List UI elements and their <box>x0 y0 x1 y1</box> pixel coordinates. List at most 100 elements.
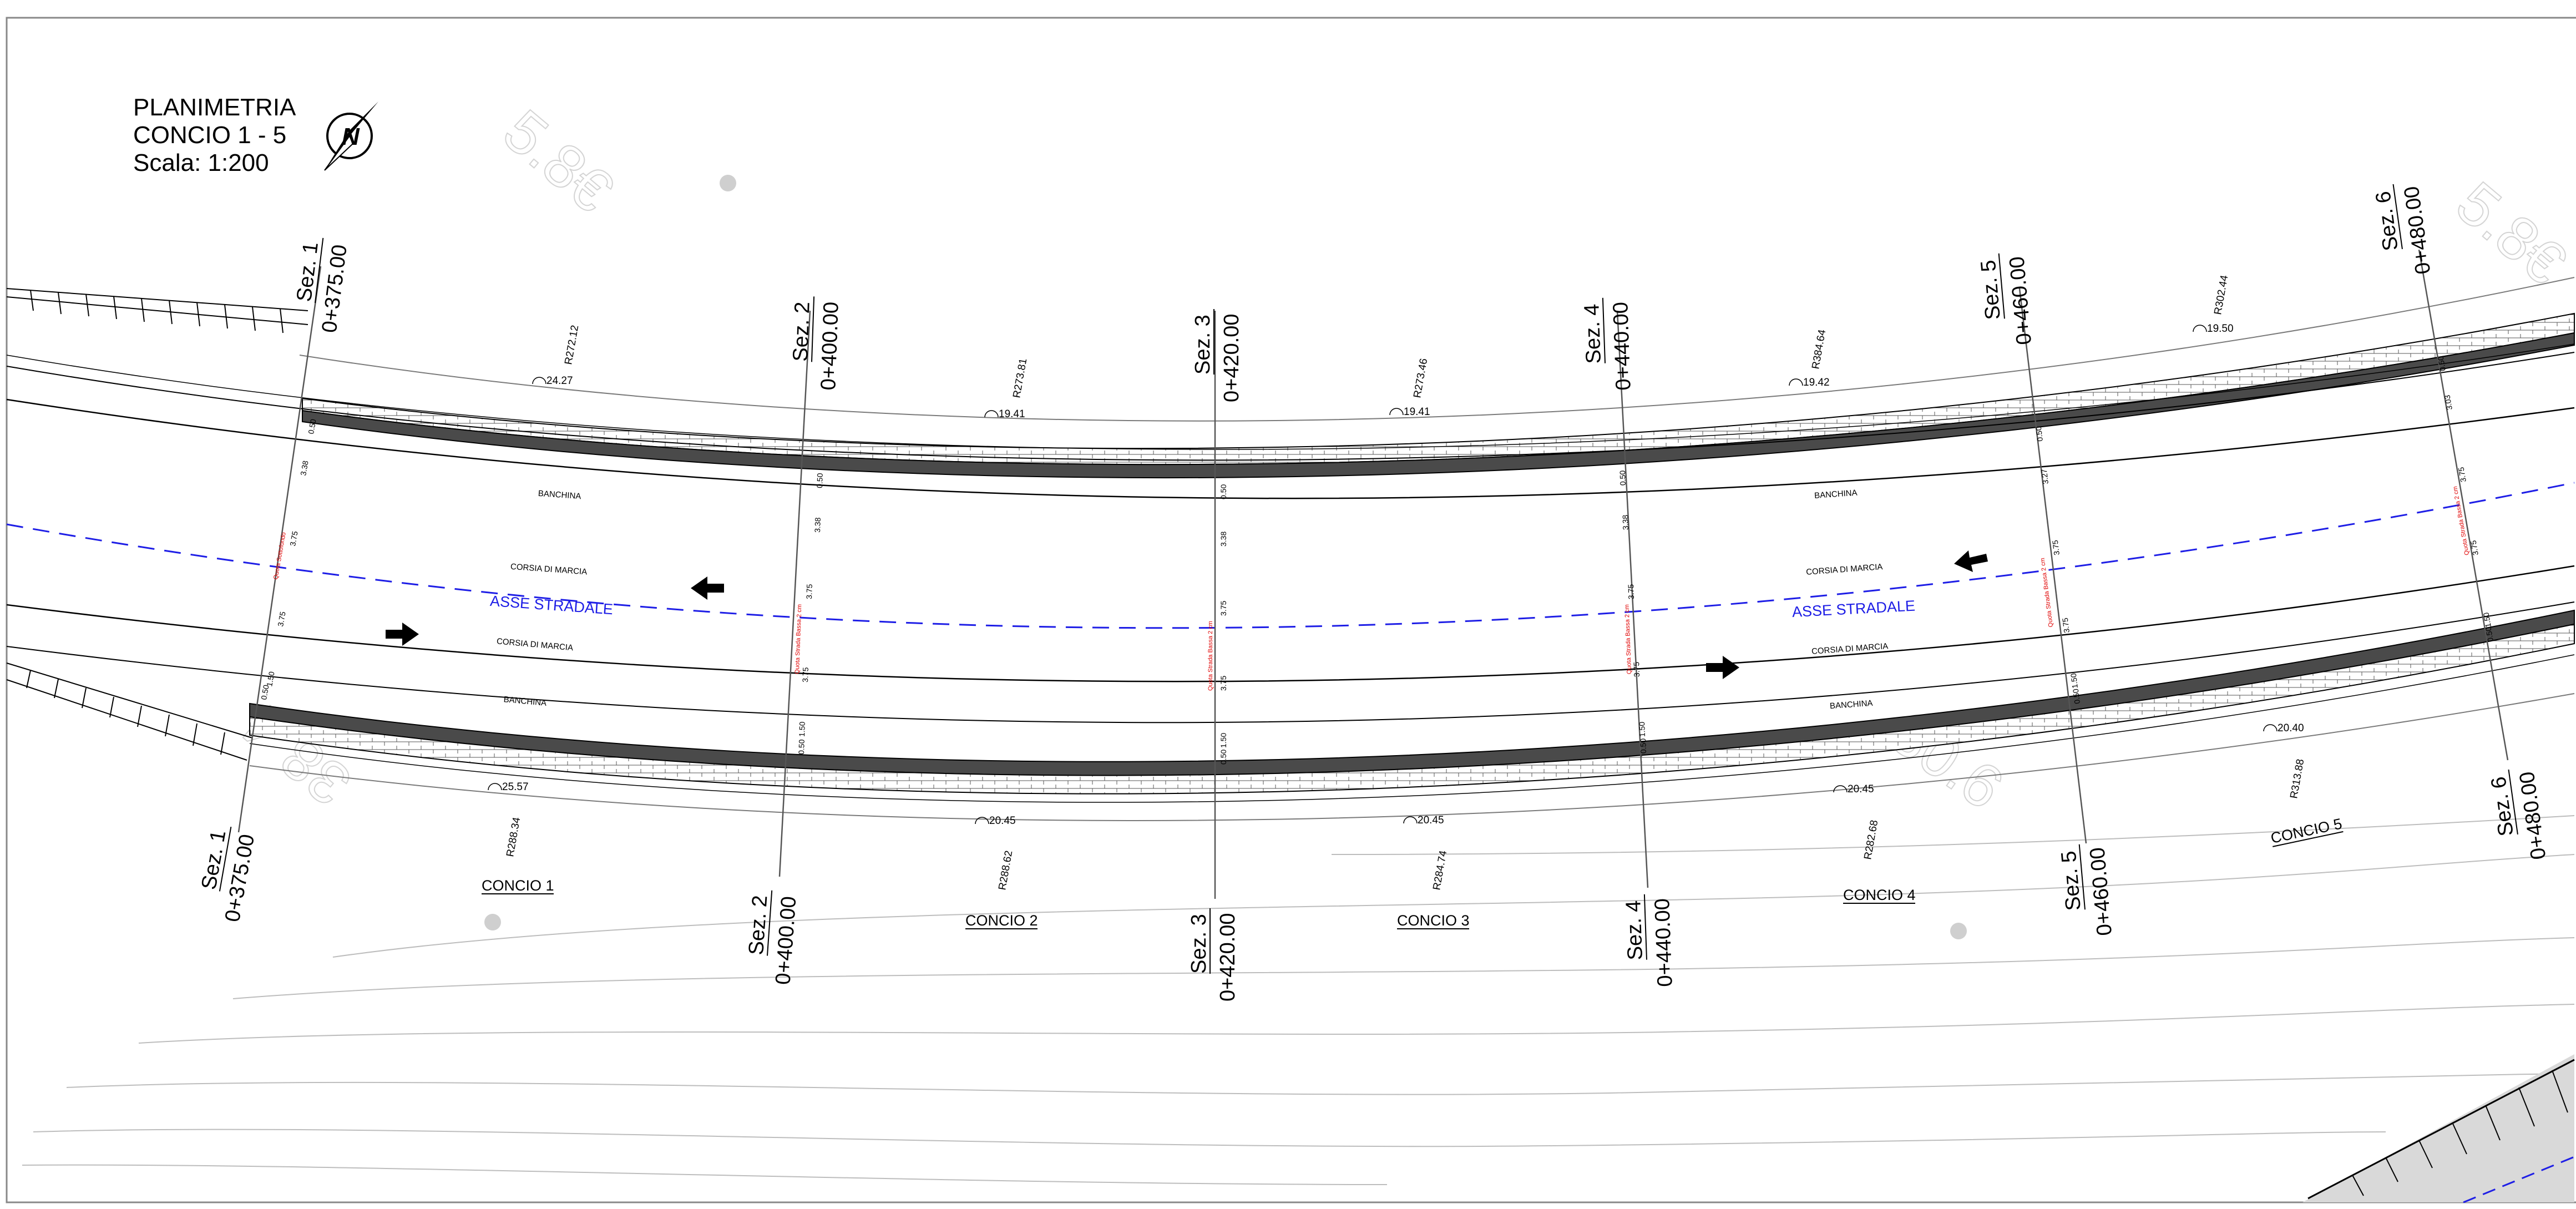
red-note: Quota Strada Bassa 2 cm <box>1624 604 1633 674</box>
drawing-subtitle: CONCIO 1 - 5 <box>133 122 286 149</box>
red-note: Quota Strada Bassa 2 cm <box>794 604 803 674</box>
red-note: Quota Sottofondo <box>272 532 287 580</box>
radius-label: R313.88 <box>2288 758 2306 799</box>
drawing-label: 0.50 <box>259 684 271 701</box>
lane-label: CORSIA DI MARCIA <box>496 636 573 652</box>
drawing-label: 0.50 <box>2483 626 2495 643</box>
ghost-number: 5.8€ <box>491 97 626 225</box>
drawing-label: Sez. 2 <box>789 301 814 362</box>
axis-label: ASSE STRADALE <box>1791 598 1915 621</box>
bottom-right-stair <box>2302 1054 2575 1203</box>
radius-label: R384.64 <box>1810 328 1828 370</box>
section-marker: Sez. 4 0+440.00 <box>1580 297 1636 391</box>
concio-label: CONCIO 1 <box>482 877 554 894</box>
left-retaining-wall-bottom <box>6 662 253 761</box>
drawing-label: 3.38 <box>298 460 310 477</box>
drawing-label: 3.38 <box>1621 514 1630 530</box>
lane-label: CORSIA DI MARCIA <box>510 562 588 577</box>
drawing-label: 1.50 <box>1219 733 1228 748</box>
section-marker: Sez. 3 0+420.00 <box>1191 309 1243 402</box>
drawing-label: 0+460.00 <box>2086 847 2117 937</box>
radius-label: R302.44 <box>2212 274 2230 316</box>
arrow-right-icon <box>1706 656 1739 679</box>
arc-length-label: 19.42 <box>1803 377 1830 388</box>
drawing-label: 0+420.00 <box>1220 313 1243 402</box>
lane-label: BANCHINA <box>1814 488 1858 500</box>
drawing-label: 0.50 <box>2034 426 2044 442</box>
arc-length-label: 25.57 <box>502 781 529 793</box>
drawing-label: 0+420.00 <box>1216 913 1239 1001</box>
drawing-label: 1.50 <box>797 721 807 737</box>
traffic-arrows <box>386 550 1988 679</box>
lane-labels: BANCHINA CORSIA DI MARCIA CORSIA DI MARC… <box>489 488 1915 711</box>
drawing-label: 3.75 <box>2061 617 2071 633</box>
drawing-label: 0.50 <box>2436 355 2447 372</box>
arc-length-label: 19.41 <box>999 408 1025 420</box>
arc-length-label: 20.45 <box>1848 783 1874 795</box>
drawing-label: 3.75 <box>2468 539 2480 556</box>
left-retaining-wall-top <box>6 288 308 333</box>
top-section-labels: Sez. 1 0+375.00 Sez. 2 0+400.00 Sez. 3 0… <box>292 184 2435 402</box>
arc-length-label: 20.45 <box>1418 815 1444 826</box>
drawing-label: 0.50 <box>1638 738 1648 753</box>
arc-length-label: 20.45 <box>989 815 1016 827</box>
drawing-label: 3.75 <box>1626 584 1636 599</box>
lane-label: BANCHINA <box>503 695 547 708</box>
red-note: Quota Strada Bassa 2 cm <box>1207 621 1214 691</box>
drawing-label: 0.50 <box>1219 484 1228 499</box>
arrow-left-icon <box>1954 550 1988 572</box>
drawing-label: 1.50 <box>2069 672 2079 689</box>
arc-length-label: 19.41 <box>1404 406 1430 418</box>
lane-label: BANCHINA <box>538 489 581 501</box>
drawing-label: 0.50 <box>815 473 824 488</box>
drawing-label: 0+400.00 <box>771 896 801 985</box>
drawing-label: Sez. 3 <box>1191 315 1214 375</box>
survey-point <box>1950 923 1967 939</box>
road-body <box>6 277 2575 821</box>
radius-label: R284.74 <box>1431 849 1449 891</box>
radius-label: R273.46 <box>1411 357 1430 398</box>
section-marker: Sez. 6 0+480.00 <box>2371 184 2435 276</box>
drawing-label: 3.75 <box>804 584 814 599</box>
ghost-contour-labels: 5.8€ 38.4 30.6 5.8€ <box>228 96 2576 939</box>
radius-label: R288.34 <box>504 816 523 858</box>
arrow-right-icon <box>386 623 419 646</box>
section-marker: Sez. 5 0+460.00 <box>2057 844 2117 937</box>
drawing-label: 3.75 <box>801 667 810 682</box>
drawing-label: 0+400.00 <box>817 301 843 391</box>
concio-label: CONCIO 2 <box>965 912 1038 929</box>
north-arrow-icon: N <box>324 102 378 171</box>
drawing-label: 3.75 <box>1219 601 1228 616</box>
drawing-label: 0+480.00 <box>2516 770 2551 861</box>
drawing-label: 0.50 <box>1219 750 1228 765</box>
ghost-number: 5.8€ <box>2444 169 2576 297</box>
drawing-label: 3.27 <box>2039 468 2050 484</box>
drawing-label: 3.75 <box>1632 661 1641 677</box>
drawing-label: 3.75 <box>2456 466 2468 483</box>
drawing-label: 1.50 <box>265 671 276 687</box>
axis-label: ASSE STRADALE <box>489 593 614 618</box>
section-marker: Sez. 2 0+400.00 <box>745 890 801 985</box>
drawing-label: 0.50 <box>797 739 806 755</box>
drawing-scale: Scala: 1:200 <box>133 149 269 176</box>
drawing-title: PLANIMETRIA <box>133 94 296 121</box>
drawing-label: 3.38 <box>813 517 822 533</box>
radius-label: R273.81 <box>1011 357 1029 398</box>
arc-length-label: 20.40 <box>2278 722 2304 734</box>
title-block: PLANIMETRIA CONCIO 1 - 5 Scala: 1:200 <box>133 94 296 176</box>
survey-point <box>484 914 501 930</box>
arrow-left-icon <box>691 576 724 600</box>
survey-point <box>720 175 736 191</box>
drawing-label: 0+460.00 <box>2005 256 2036 346</box>
concio-label: CONCIO 5 <box>2269 815 2344 846</box>
drawing-label: 0.50 <box>2071 688 2082 704</box>
drawing-label: 3.38 <box>1219 532 1228 547</box>
lane-label: BANCHINA <box>1830 699 1874 711</box>
drawing-label: Sez. 2 <box>745 894 772 955</box>
section-marker: Sez. 5 0+460.00 <box>1977 253 2036 346</box>
drawing-label: Sez. 5 <box>2057 850 2086 912</box>
drawing-label: 0.50 <box>1618 470 1627 485</box>
section-marker: Sez. 1 0+375.00 <box>198 827 259 924</box>
arc-length-label: 24.27 <box>546 375 573 387</box>
